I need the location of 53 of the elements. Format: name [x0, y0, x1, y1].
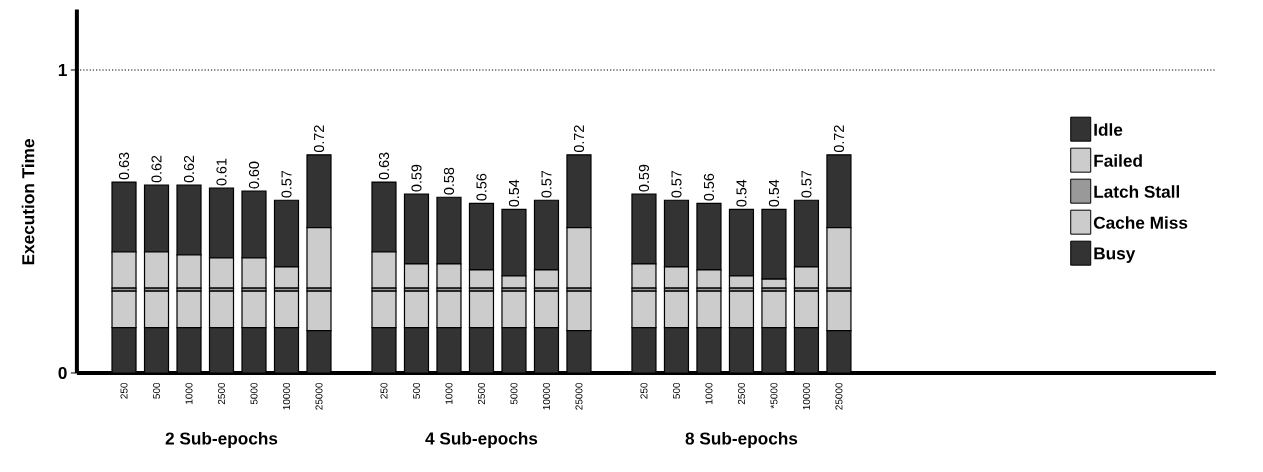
x-tick-label: 25000 [315, 382, 323, 410]
y-axis-title: Execution Time [21, 139, 35, 265]
x-tick-label: 1000 [445, 382, 453, 404]
x-tick-label: 2500 [477, 382, 485, 405]
text: 8 Sub-epochs [685, 431, 798, 449]
x-tick-label: 5000 [510, 382, 518, 405]
total-label: 0.57 [541, 170, 552, 198]
total-label: 0.62 [183, 155, 195, 183]
total-label: 0.57 [671, 170, 682, 198]
total-label: 0.59 [638, 164, 650, 192]
x-tick-label: 500 [672, 382, 680, 399]
total-label: 0.56 [476, 173, 487, 201]
total-label: 0.63 [118, 152, 130, 180]
total-label: 0.58 [443, 167, 455, 195]
x-tick-label: 25000 [835, 382, 843, 410]
x-tick-label: 250 [640, 382, 648, 399]
x-tick-label: 2500 [737, 382, 745, 405]
total-label: 0.60 [248, 161, 260, 189]
x-tick-label: 25000 [575, 382, 583, 410]
legend-label: Cache Miss [1093, 216, 1188, 229]
legend-label: Latch Stall [1094, 185, 1180, 198]
x-tick-label: 10000 [282, 382, 291, 410]
total-label: 0.54 [768, 179, 780, 207]
x-tick-label: 1000 [705, 382, 713, 404]
x-tick-label: 1000 [185, 382, 193, 404]
x-tick-label: 5000 [250, 382, 258, 405]
y-tick-label: 1 [58, 64, 67, 76]
legend-label: Busy [1094, 247, 1136, 263]
x-tick-label: *5000 [770, 382, 778, 409]
total-label: 0.57 [281, 170, 292, 198]
x-tick-label: 500 [152, 382, 161, 399]
total-label: 0.54 [736, 179, 747, 207]
legend-label: Idle [1094, 123, 1123, 136]
total-label: 0.72 [573, 125, 585, 153]
legend-label: Failed [1094, 154, 1142, 167]
total-label: 0.57 [801, 170, 812, 198]
x-tick-label: 500 [412, 382, 421, 399]
total-label: 0.72 [833, 125, 845, 153]
total-label: 0.62 [151, 155, 162, 183]
y-tick-label: 0 [58, 366, 67, 380]
total-label: 0.61 [216, 158, 227, 186]
x-tick-label: 10000 [542, 382, 550, 410]
text: 2 Sub-epochs [165, 431, 278, 449]
x-tick-label: 2500 [217, 382, 226, 405]
total-label: 0.63 [378, 152, 390, 180]
x-tick-label: 250 [120, 382, 128, 399]
total-label: 0.56 [703, 173, 715, 201]
text: 4 Sub-epochs [425, 431, 538, 449]
x-tick-label: 250 [380, 382, 388, 399]
x-tick-label: 10000 [802, 382, 810, 410]
total-label: 0.72 [313, 125, 325, 153]
total-label: 0.59 [411, 164, 422, 192]
total-label: 0.54 [508, 179, 520, 207]
